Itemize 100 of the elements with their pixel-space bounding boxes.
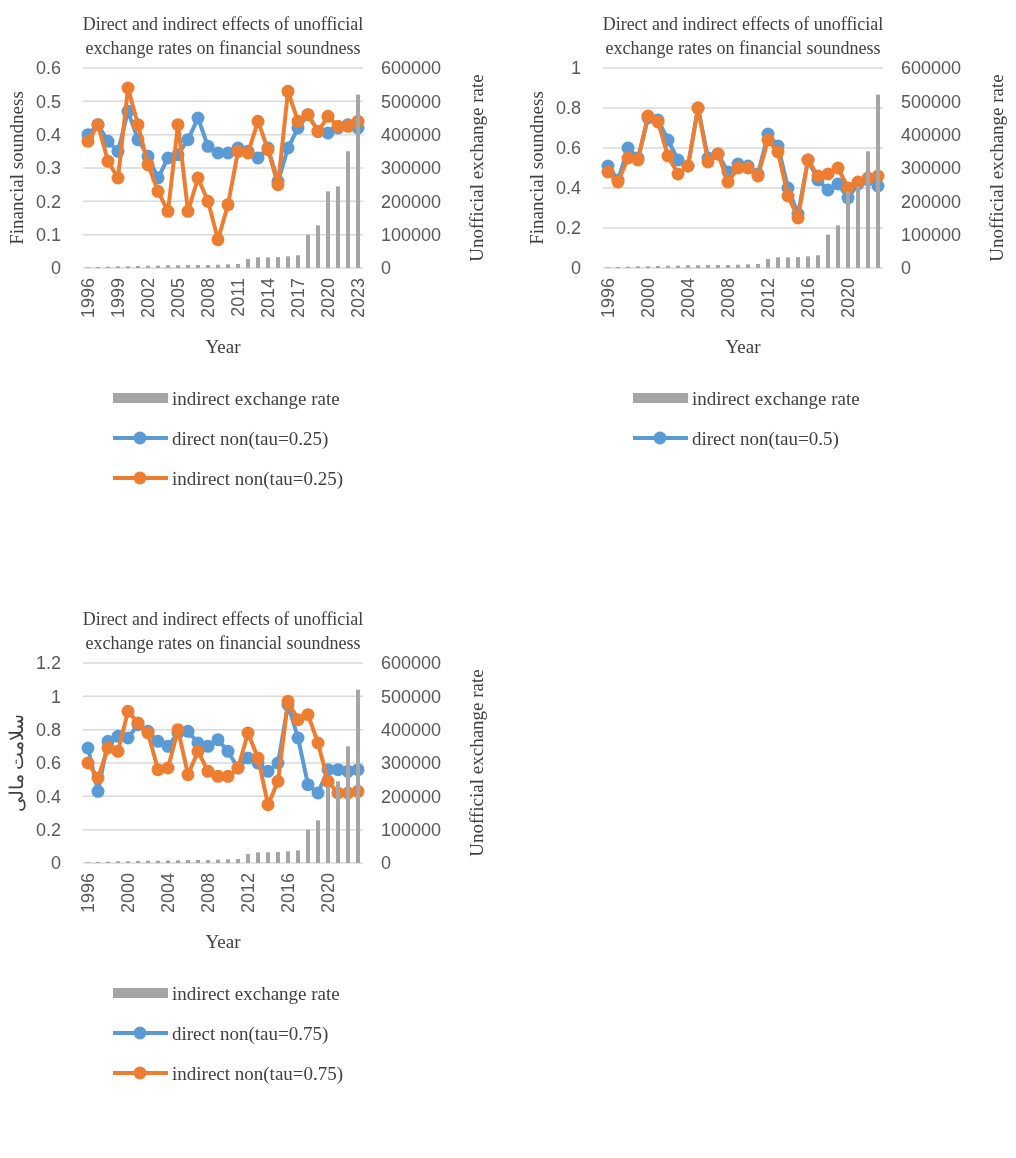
y2-tick-label: 500000: [901, 91, 962, 112]
bar: [776, 257, 780, 268]
bar: [786, 257, 790, 268]
bar: [356, 689, 360, 863]
x-tick-label: 2023: [348, 278, 369, 319]
y-tick-label: 0.6: [35, 58, 61, 79]
bar: [226, 859, 230, 863]
legend-label: indirect exchange rate: [172, 982, 340, 1004]
x-tick-label: 2016: [278, 873, 299, 914]
bar: [246, 854, 250, 863]
point: [181, 133, 195, 147]
x-tick-label: 2005: [168, 278, 189, 319]
bar: [696, 265, 700, 268]
legend-label: direct non(tau=0.25): [172, 427, 329, 450]
bar: [796, 257, 800, 268]
y-tick-label: 0.4: [35, 124, 61, 145]
point: [271, 774, 285, 788]
y2-tick-label: 400000: [901, 124, 962, 145]
point: [301, 708, 315, 722]
bar: [216, 859, 220, 863]
y2-tick-label: 300000: [901, 158, 962, 179]
y-tick-label: 0.4: [555, 178, 581, 199]
x-tick-label: 2014: [258, 278, 279, 319]
point: [201, 194, 215, 208]
point: [821, 183, 835, 197]
point: [601, 165, 615, 179]
point: [211, 233, 225, 247]
bar: [196, 860, 200, 863]
x-tick-label: 2004: [158, 873, 179, 914]
bar: [266, 257, 270, 268]
x-tick-label: 2020: [318, 278, 339, 319]
bar: [846, 191, 850, 268]
point: [291, 713, 305, 727]
bar: [826, 234, 830, 268]
x-axis-title: Year: [205, 931, 242, 952]
y2-tick-label: 600000: [381, 58, 442, 79]
bar: [306, 829, 310, 863]
point: [161, 204, 175, 218]
point: [191, 171, 205, 185]
x-tick-label: 1999: [108, 278, 129, 319]
point: [171, 118, 185, 132]
x-tick-label: 2008: [718, 278, 739, 319]
bar: [686, 265, 690, 268]
point: [281, 694, 295, 708]
point: [761, 133, 775, 147]
x-tick-label: 2004: [678, 278, 699, 319]
bar: [236, 859, 240, 863]
y2-axis-title: Unofficial exchange rate: [466, 74, 487, 262]
x-tick-label: 2020: [838, 278, 859, 319]
point: [291, 731, 305, 745]
y-tick-label: 1: [50, 686, 61, 707]
y-tick-label: 0: [50, 853, 61, 874]
bar: [206, 860, 210, 863]
bar: [236, 264, 240, 268]
y2-tick-label: 200000: [381, 191, 442, 212]
point: [321, 774, 335, 788]
x-tick-label: 2000: [638, 278, 659, 319]
bar: [746, 264, 750, 268]
x-tick-label: 2011: [228, 278, 249, 317]
point: [291, 114, 305, 128]
point: [321, 109, 335, 123]
bar: [836, 225, 840, 268]
y-tick-label: 1: [570, 58, 581, 79]
point: [81, 756, 95, 770]
y-axis-title: Financial soundness: [526, 91, 547, 245]
bar: [346, 746, 350, 863]
bar: [256, 852, 260, 863]
x-tick-label: 2002: [138, 278, 159, 319]
bar: [856, 186, 860, 268]
bar: [346, 151, 350, 268]
point: [311, 786, 325, 800]
y2-tick-label: 300000: [381, 158, 442, 179]
x-tick-label: 2000: [118, 873, 139, 914]
legend-label: indirect exchange rate: [172, 387, 340, 409]
y2-tick-label: 500000: [381, 686, 442, 707]
y-tick-label: 0.8: [555, 98, 581, 119]
y-tick-label: 0.2: [35, 191, 61, 212]
point: [201, 139, 215, 153]
bar: [276, 852, 280, 863]
legend-label: direct non(tau=0.75): [172, 1022, 329, 1045]
bar: [196, 265, 200, 268]
y-axis-title: Financial soundness: [6, 91, 27, 245]
bar: [866, 151, 870, 268]
point: [821, 167, 835, 181]
y2-axis-title: Unofficial exchange rate: [466, 669, 487, 857]
bar: [756, 264, 760, 268]
bar: [266, 852, 270, 863]
x-tick-label: 2012: [758, 278, 779, 319]
y2-tick-label: 100000: [381, 819, 442, 840]
bar: [276, 257, 280, 268]
y-tick-label: 0: [50, 258, 61, 279]
y2-tick-label: 100000: [381, 224, 442, 245]
legend-label: direct non(tau=0.5): [692, 427, 839, 450]
bar: [286, 256, 290, 268]
y2-tick-label: 200000: [381, 786, 442, 807]
x-tick-label: 2020: [318, 873, 339, 914]
y-tick-label: 0.6: [35, 753, 61, 774]
legend-label: indirect exchange rate: [692, 387, 860, 409]
point: [241, 726, 255, 740]
bar: [736, 264, 740, 268]
